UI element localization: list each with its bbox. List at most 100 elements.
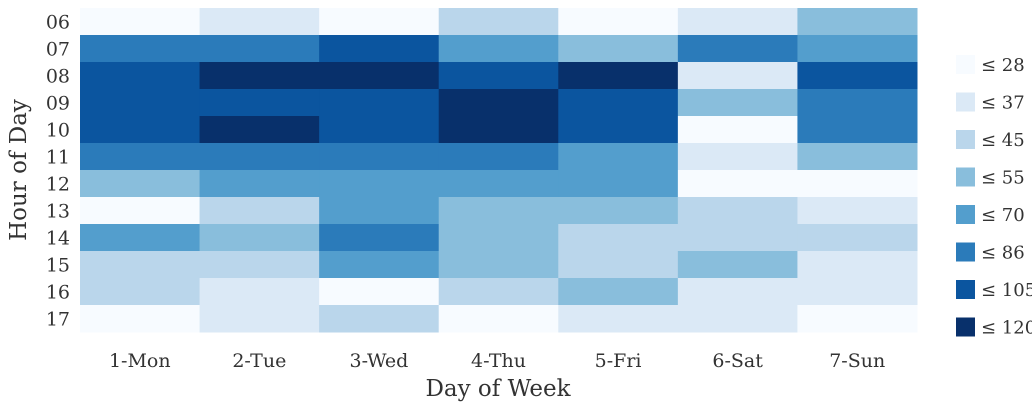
y-tick-label: 06 xyxy=(46,12,70,34)
heatmap-cell xyxy=(199,305,320,333)
heatmap-cell xyxy=(80,197,201,225)
y-tick-label: 08 xyxy=(46,66,70,88)
heatmap-cell xyxy=(797,170,918,198)
legend-label: ≤ 28 xyxy=(981,55,1025,76)
x-axis-ticks: 1-Mon 2-Tue 3-Wed 4-Thu 5-Fri 6-Sat 7-Sun xyxy=(109,350,885,372)
legend-label: ≤ 37 xyxy=(981,93,1025,114)
legend-item: ≤ 55 xyxy=(956,167,1025,189)
legend-swatch xyxy=(956,317,975,337)
y-tick-label: 14 xyxy=(46,228,70,250)
heatmap-cell xyxy=(199,62,320,90)
legend-label: ≤ 86 xyxy=(981,243,1025,264)
legend-swatch xyxy=(956,130,975,149)
heatmap-cell xyxy=(199,143,320,171)
y-tick-label: 10 xyxy=(46,120,70,142)
heatmap-cell xyxy=(558,278,679,306)
legend-item: ≤ 28 xyxy=(956,55,1025,76)
heatmap-cell xyxy=(438,197,559,225)
heatmap-cell xyxy=(438,278,559,306)
heatmap-cell xyxy=(438,116,559,144)
heatmap-cell xyxy=(677,89,798,117)
heatmap-cell xyxy=(797,278,918,306)
heatmap-cell xyxy=(80,278,201,306)
heatmap-cell xyxy=(558,170,679,198)
heatmap-cell xyxy=(677,8,798,36)
x-tick-label: 1-Mon xyxy=(109,350,171,372)
heatmap-cell xyxy=(558,116,679,144)
heatmap-cell xyxy=(319,305,440,333)
heatmap-cell xyxy=(319,62,440,90)
heatmap-cell xyxy=(797,143,918,171)
heatmap-cell xyxy=(319,35,440,63)
y-axis-ticks: 06 07 08 09 10 11 12 13 14 15 16 17 xyxy=(46,12,70,331)
heatmap-cell xyxy=(677,251,798,279)
legend-swatch xyxy=(956,167,975,187)
heatmap-cell xyxy=(319,197,440,225)
heatmap-cell xyxy=(677,278,798,306)
heatmap-cell xyxy=(199,8,320,36)
heatmap-cell xyxy=(199,278,320,306)
heatmap-cell xyxy=(438,35,559,63)
heatmap-cell xyxy=(199,197,320,225)
x-tick-label: 5-Fri xyxy=(595,350,642,372)
legend-swatch xyxy=(956,205,975,224)
y-tick-label: 12 xyxy=(46,174,70,196)
heatmap-cell xyxy=(797,89,918,117)
heatmap-cells xyxy=(80,8,918,333)
y-axis-title: Hour of Day xyxy=(6,99,32,241)
heatmap-cell xyxy=(558,8,679,36)
legend-label: ≤ 55 xyxy=(981,168,1025,189)
heatmap-cell xyxy=(797,8,918,36)
y-tick-label: 13 xyxy=(46,201,70,223)
heatmap-cell xyxy=(797,224,918,252)
heatmap-cell xyxy=(319,251,440,279)
heatmap-cell xyxy=(677,116,798,144)
legend-label: ≤ 105 xyxy=(981,280,1032,301)
heatmap-cell xyxy=(80,8,201,36)
heatmap-cell xyxy=(797,35,918,63)
heatmap-cell xyxy=(558,143,679,171)
heatmap-cell xyxy=(438,8,559,36)
heatmap-cell xyxy=(319,278,440,306)
legend-label: ≤ 120 xyxy=(981,318,1032,339)
heatmap-cell xyxy=(319,143,440,171)
heatmap-cell xyxy=(80,143,201,171)
heatmap-cell xyxy=(80,251,201,279)
heatmap-cell xyxy=(677,197,798,225)
heatmap-cell xyxy=(797,62,918,90)
legend-item: ≤ 45 xyxy=(956,130,1025,151)
y-tick-label: 07 xyxy=(46,39,70,61)
legend-label: ≤ 70 xyxy=(981,205,1025,226)
heatmap-cell xyxy=(558,224,679,252)
y-tick-label: 17 xyxy=(46,309,70,331)
heatmap-cell xyxy=(558,35,679,63)
legend-swatch xyxy=(956,92,975,112)
heatmap-cell xyxy=(199,35,320,63)
legend-swatch xyxy=(956,280,975,299)
heatmap-cell xyxy=(677,143,798,171)
heatmap-cell xyxy=(797,116,918,144)
legend-item: ≤ 105 xyxy=(956,280,1032,301)
legend-item: ≤ 37 xyxy=(956,92,1025,114)
heatmap-cell xyxy=(199,251,320,279)
y-tick-label: 16 xyxy=(46,282,70,304)
heatmap-cell xyxy=(438,305,559,333)
legend-item: ≤ 70 xyxy=(956,205,1025,226)
heatmap-cell xyxy=(199,170,320,198)
x-tick-label: 3-Wed xyxy=(349,350,408,372)
heatmap-cell xyxy=(677,224,798,252)
heatmap-cell xyxy=(797,305,918,333)
heatmap-cell xyxy=(438,170,559,198)
heatmap-cell xyxy=(438,89,559,117)
heatmap-cell xyxy=(80,170,201,198)
heatmap-cell xyxy=(438,251,559,279)
heatmap-cell xyxy=(199,89,320,117)
x-tick-label: 4-Thu xyxy=(471,350,526,372)
heatmap-cell xyxy=(319,116,440,144)
heatmap-cell xyxy=(80,62,201,90)
heatmap-cell xyxy=(199,224,320,252)
heatmap-cell xyxy=(319,89,440,117)
heatmap-cell xyxy=(797,251,918,279)
heatmap-cell xyxy=(797,197,918,225)
heatmap-cell xyxy=(80,35,201,63)
